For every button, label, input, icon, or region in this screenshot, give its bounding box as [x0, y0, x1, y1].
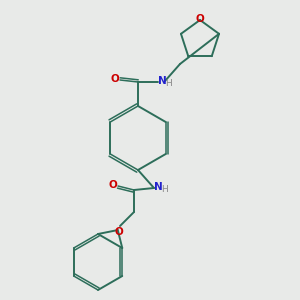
Text: O: O: [196, 14, 204, 24]
Text: N: N: [154, 182, 162, 192]
Text: H: H: [162, 185, 168, 194]
Text: O: O: [109, 180, 117, 190]
Text: N: N: [158, 76, 166, 86]
Text: O: O: [115, 227, 123, 237]
Text: O: O: [111, 74, 119, 84]
Text: H: H: [166, 80, 172, 88]
